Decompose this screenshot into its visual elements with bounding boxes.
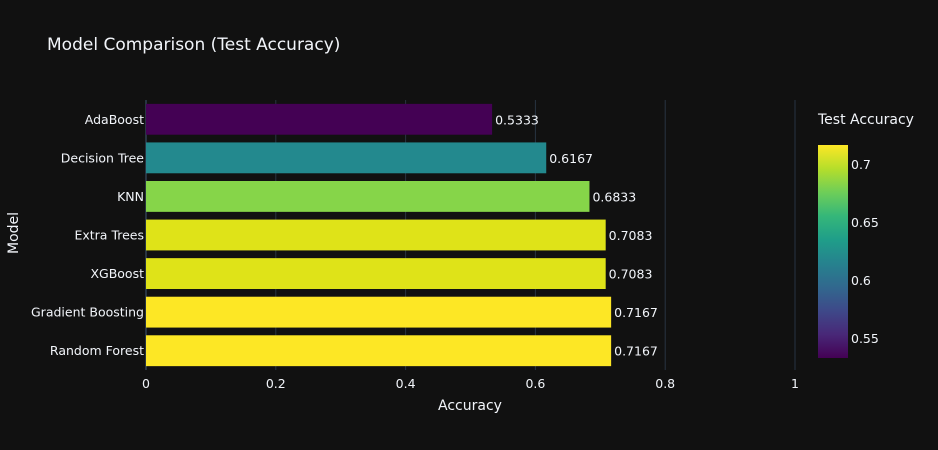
bar (146, 296, 612, 328)
x-tick-label: 1 (791, 376, 799, 391)
colorbar-tick-label: 0.55 (851, 331, 879, 346)
colorbar-ticks: 0.55 0.6 0.65 0.7 (851, 157, 879, 346)
bar (146, 142, 547, 174)
bar-value-label: 0.6167 (549, 151, 593, 166)
y-tick-label: XGBoost (90, 266, 144, 281)
x-axis-ticks: 0 0.2 0.4 0.6 0.8 1 (142, 376, 799, 391)
x-tick-label: 0.8 (655, 376, 675, 391)
y-tick-label: Random Forest (50, 343, 144, 358)
bar-value-label: 0.7167 (614, 305, 658, 320)
bar (146, 219, 606, 251)
y-axis-ticks: AdaBoost Decision Tree KNN Extra Trees XGBoo… (31, 112, 144, 358)
x-tick-label: 0.4 (396, 376, 416, 391)
bar (146, 258, 606, 289)
x-tick-label: 0 (142, 376, 150, 391)
bar-value-label: 0.7167 (614, 344, 658, 359)
y-tick-label: Extra Trees (74, 228, 144, 243)
bars: 0.5333 0.6167 0.6833 0.7083 0.7083 0.7167 0.71… (146, 103, 658, 367)
colorbar-gradient (818, 145, 848, 358)
y-tick-label: KNN (117, 189, 144, 204)
y-axis-title: Model (6, 212, 22, 254)
colorbar: Test Accuracy 0.55 0.6 0.65 0.7 (817, 112, 914, 358)
colorbar-title: Test Accuracy (817, 112, 914, 128)
y-tick-label: Decision Tree (61, 150, 145, 165)
colorbar-tick-label: 0.7 (851, 157, 871, 172)
bar-value-label: 0.6833 (592, 189, 636, 204)
bar (146, 335, 612, 367)
x-axis-title: Accuracy (438, 398, 502, 414)
y-tick-label: AdaBoost (85, 112, 144, 127)
x-tick-label: 0.6 (525, 376, 545, 391)
chart-title: Model Comparison (Test Accuracy) (47, 35, 340, 55)
x-tick-label: 0.2 (266, 376, 286, 391)
bar-value-label: 0.5333 (495, 112, 539, 127)
bar-value-label: 0.7083 (609, 267, 653, 282)
bar (146, 181, 590, 212)
colorbar-tick-label: 0.65 (851, 215, 879, 230)
bar (146, 103, 493, 135)
colorbar-tick-label: 0.6 (851, 273, 871, 288)
bar-value-label: 0.7083 (609, 228, 653, 243)
y-tick-label: Gradient Boosting (31, 305, 144, 320)
